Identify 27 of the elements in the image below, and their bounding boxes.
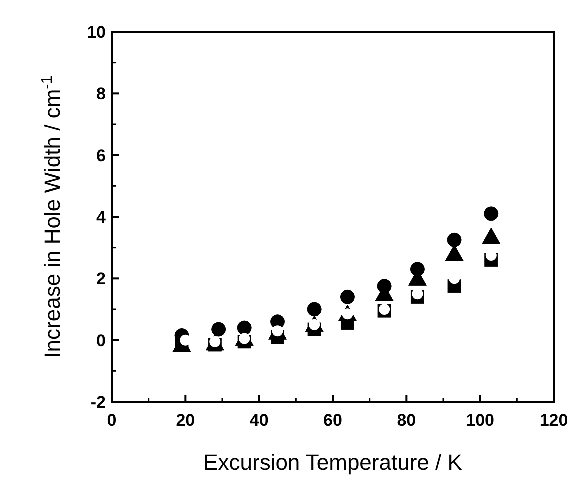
- point: [237, 320, 252, 336]
- y-tick-label: -2: [90, 393, 106, 412]
- x-tick-label: 60: [324, 411, 342, 430]
- x-tick-label: 80: [397, 411, 416, 430]
- x-axis-title: Excursion Temperature / K: [204, 450, 463, 475]
- point: [307, 302, 322, 317]
- point: [379, 304, 390, 315]
- point: [447, 232, 462, 248]
- point: [212, 322, 226, 337]
- point: [272, 326, 284, 337]
- x-tick-label: 100: [466, 411, 495, 430]
- y-tick-label: 2: [96, 270, 106, 289]
- y-tick-label: 8: [96, 84, 106, 104]
- point: [239, 333, 250, 344]
- y-tick-label: 0: [96, 331, 106, 350]
- x-tick-label: 40: [250, 411, 269, 430]
- point: [377, 279, 392, 294]
- y-tick-label: 4: [96, 208, 107, 227]
- point: [484, 206, 499, 222]
- y-tick-label: 10: [87, 23, 106, 42]
- point: [410, 262, 425, 277]
- x-tick-label: 20: [176, 411, 196, 430]
- y-tick-label: 6: [96, 146, 106, 166]
- x-tick-label: 120: [540, 411, 568, 430]
- point: [482, 228, 501, 244]
- point: [412, 288, 424, 300]
- point: [340, 290, 355, 304]
